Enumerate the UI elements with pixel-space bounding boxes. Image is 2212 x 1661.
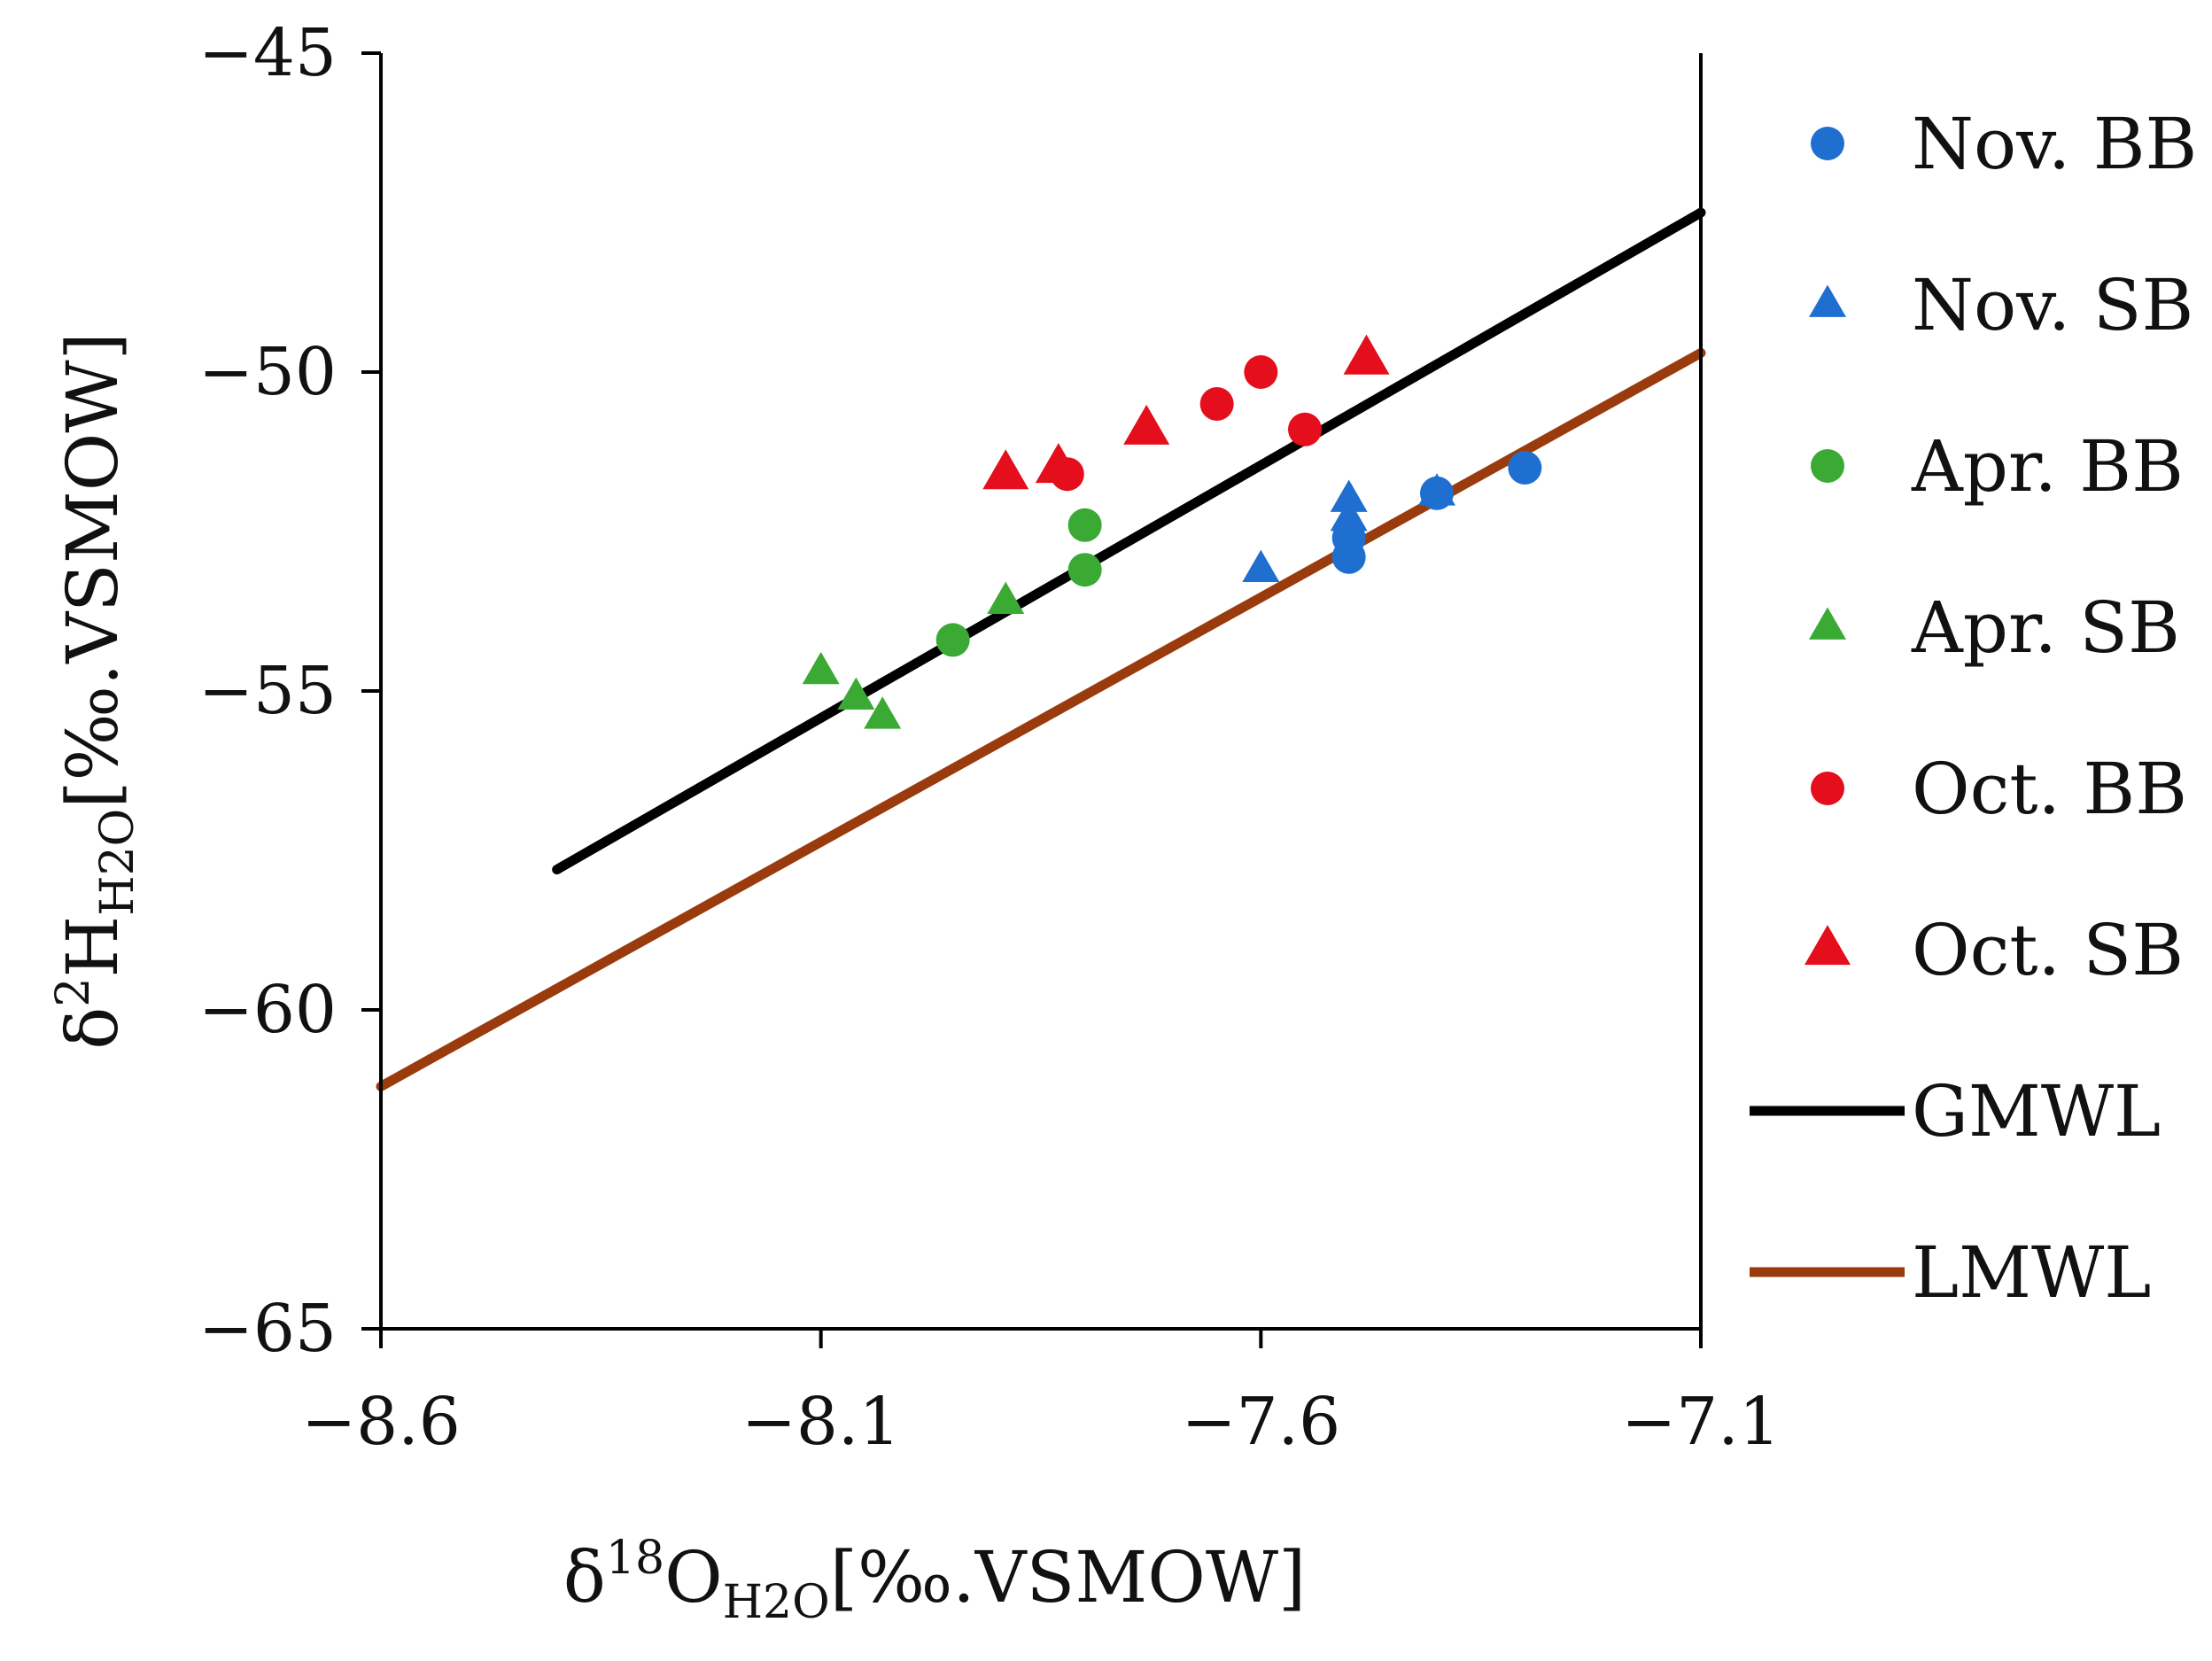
- y-title-sub: H2O: [91, 809, 144, 916]
- legend-label-gmwl: GMWL: [1912, 1070, 2161, 1153]
- y-tick-label: −45: [198, 15, 337, 91]
- x-tick-label: −8.1: [741, 1384, 901, 1460]
- x-title-sub: H2O: [723, 1576, 830, 1629]
- legend-item-apr-bb: Apr. BB: [1811, 425, 2184, 508]
- legend-item-nov-sb: Nov. SB: [1809, 264, 2193, 346]
- apr-sb-point: [864, 696, 902, 729]
- legend-swatch-nov-bb: [1811, 127, 1844, 160]
- y-axis-title: δ2HH2O[‰.VSMOW]: [47, 332, 144, 1050]
- x-title-sup: 18: [606, 1532, 664, 1585]
- regression-lines: [376, 207, 1706, 1091]
- legend-item-nov-bb: Nov. BB: [1811, 103, 2197, 185]
- legend-label-oct-sb: Oct. SB: [1912, 909, 2184, 991]
- apr-sb-point: [802, 651, 840, 685]
- x-tick-label: −7.1: [1621, 1384, 1781, 1460]
- legend-label-apr-bb: Apr. BB: [1911, 425, 2184, 508]
- nov-sb-point: [1330, 479, 1368, 512]
- x-title-mid: O: [664, 1536, 723, 1618]
- legend-item-oct-sb: Oct. SB: [1805, 909, 2184, 991]
- apr-sb-point: [837, 677, 875, 710]
- data-points: [802, 334, 1542, 729]
- oct-sb-point: [1343, 334, 1390, 375]
- x-tick-label: −8.6: [301, 1384, 461, 1460]
- y-tick-label: −50: [198, 334, 337, 410]
- nov-sb-point: [1418, 473, 1455, 506]
- legend-swatch-apr-bb: [1811, 449, 1844, 483]
- y-ticks: −65 −60 −55 −50 −45: [198, 15, 381, 1367]
- apr-bb-point: [935, 623, 970, 657]
- oct-bb-point: [1244, 355, 1278, 389]
- legend-item-apr-sb: Apr. SB: [1809, 586, 2180, 669]
- gmwl-line: [552, 207, 1706, 875]
- y-title-tail: [‰.VSMOW]: [51, 332, 134, 809]
- nov-sb-point: [1242, 549, 1280, 583]
- legend-swatch-oct-bb: [1811, 772, 1844, 805]
- axes: [379, 53, 1703, 1331]
- y-title-mid: H: [51, 916, 134, 978]
- y-tick-label: −65: [198, 1291, 337, 1367]
- legend-label-lmwl: LMWL: [1912, 1231, 2151, 1314]
- legend-swatch-oct-sb: [1805, 925, 1851, 966]
- apr-bb-point: [1067, 508, 1102, 542]
- oct-bb-point: [1199, 387, 1234, 421]
- legend-label-nov-bb: Nov. BB: [1912, 103, 2197, 185]
- lmwl-line: [376, 347, 1706, 1091]
- oct-sb-point: [982, 449, 1029, 490]
- legend-label-apr-sb: Apr. SB: [1911, 586, 2180, 669]
- legend-swatch-nov-sb: [1809, 284, 1846, 317]
- legend-item-lmwl: LMWL: [1750, 1231, 2151, 1314]
- y-title-main: δ: [51, 1007, 134, 1050]
- legend-label-oct-bb: Oct. BB: [1912, 748, 2187, 830]
- x-ticks: −8.6 −8.1 −7.6 −7.1: [301, 1329, 1781, 1460]
- x-axis-title: δ18OH2O[‰.VSMOW]: [563, 1532, 1307, 1629]
- legend-label-nov-sb: Nov. SB: [1912, 264, 2193, 346]
- nov-sb-point: [1330, 499, 1368, 532]
- y-tick-label: −60: [198, 972, 337, 1048]
- legend-swatch-apr-sb: [1809, 607, 1846, 640]
- legend: Nov. BB Nov. SB Apr. BB Apr. SB Oct. BB Oct. …: [1750, 103, 2197, 1314]
- apr-bb-point: [1067, 553, 1102, 587]
- oct-sb-point: [1035, 443, 1082, 484]
- apr-sb-point: [987, 581, 1025, 615]
- nov-bb-point: [1508, 451, 1542, 485]
- y-tick-label: −55: [198, 653, 337, 729]
- legend-item-oct-bb: Oct. BB: [1811, 748, 2187, 830]
- oct-sb-point: [1123, 404, 1170, 445]
- y-title-sup: 2: [47, 978, 100, 1007]
- legend-item-gmwl: GMWL: [1750, 1070, 2161, 1153]
- x-title-tail: [‰.VSMOW]: [830, 1536, 1307, 1618]
- x-tick-label: −7.6: [1181, 1384, 1340, 1460]
- oct-bb-point: [1288, 412, 1322, 446]
- x-title-main: δ: [563, 1536, 606, 1618]
